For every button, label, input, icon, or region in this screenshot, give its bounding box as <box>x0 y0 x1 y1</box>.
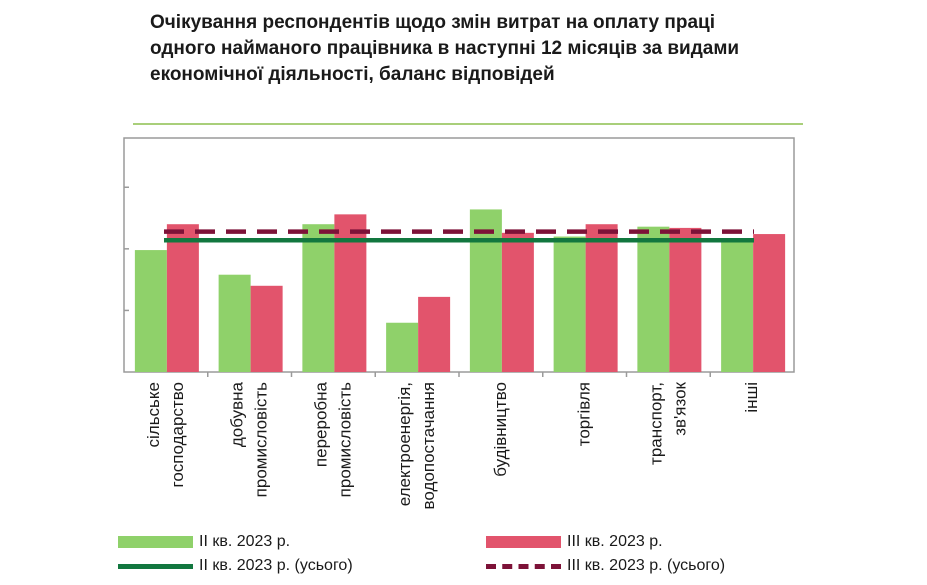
category-label-3: переробна промисловість <box>311 381 354 497</box>
category-label-1: сільське господарство <box>144 382 187 487</box>
category-label-8: інші <box>742 382 761 413</box>
title-divider <box>133 123 803 125</box>
legend-item-total-ii: ІІ кв. 2023 р. (усього) <box>118 557 353 575</box>
legend-label-total-ii: ІІ кв. 2023 р. (усього) <box>199 557 353 574</box>
chart-title: Очікування респондентів щодо змін витрат… <box>150 12 740 85</box>
category-label-line: транспорт, <box>646 382 665 465</box>
legend-item-series-2: ІІІ кв. 2023 р. <box>486 533 663 551</box>
category-label-4: електроенергія, водопостачання <box>395 382 438 509</box>
bar-series-1-1 <box>134 250 167 372</box>
legend-swatch-series-2 <box>486 536 561 548</box>
bar-series-2-6 <box>585 224 618 372</box>
category-label-5: будівництво <box>491 382 510 477</box>
legend-swatch-total-iii <box>486 563 561 569</box>
legend-label-series-1: ІІ кв. 2023 р. <box>199 533 291 550</box>
bar-series-1-7 <box>637 226 670 372</box>
bar-series-2-2 <box>250 285 283 372</box>
category-label-line: електроенергія, <box>395 382 414 506</box>
bar-series-2-4 <box>418 296 451 372</box>
category-label-line: промисловість <box>335 382 354 497</box>
category-label-line: інші <box>742 382 761 413</box>
legend-swatch-series-1 <box>118 536 193 548</box>
category-label-line: промисловість <box>252 382 271 497</box>
legend-item-total-iii: ІІІ кв. 2023 р. (усього) <box>486 557 725 575</box>
legend-label-series-2: ІІІ кв. 2023 р. <box>567 533 663 550</box>
category-label-7: транспорт, зв'язок <box>646 381 689 465</box>
bar-series-2-1 <box>166 224 199 372</box>
category-label-line: водопостачання <box>419 382 438 509</box>
bar-series-1-2 <box>218 274 251 372</box>
category-label-line: будівництво <box>491 382 510 477</box>
category-label-line: добувна <box>228 381 247 447</box>
category-label-line: зв'язок <box>670 381 689 435</box>
bar-series-2-8 <box>753 234 786 372</box>
category-label-line: господарство <box>168 382 187 487</box>
category-label-2: добувна промисловість <box>228 381 271 497</box>
category-label-6: торгівля <box>575 382 594 446</box>
bar-series-2-7 <box>669 227 702 372</box>
category-label-line: сільське <box>144 382 163 448</box>
legend-label-total-iii: ІІІ кв. 2023 р. (усього) <box>567 557 726 574</box>
bar-series-1-5 <box>469 209 502 372</box>
legend-item-series-1: ІІ кв. 2023 р. <box>118 533 290 551</box>
category-label-line: переробна <box>311 381 330 467</box>
category-label-line: торгівля <box>575 382 594 446</box>
bar-series-2-5 <box>501 232 534 372</box>
bar-series-1-3 <box>302 224 335 372</box>
legend-swatch-total-ii <box>118 563 193 569</box>
bar-series-1-8 <box>721 238 754 372</box>
bar-series-1-4 <box>386 322 419 372</box>
bar-series-1-6 <box>553 236 586 372</box>
